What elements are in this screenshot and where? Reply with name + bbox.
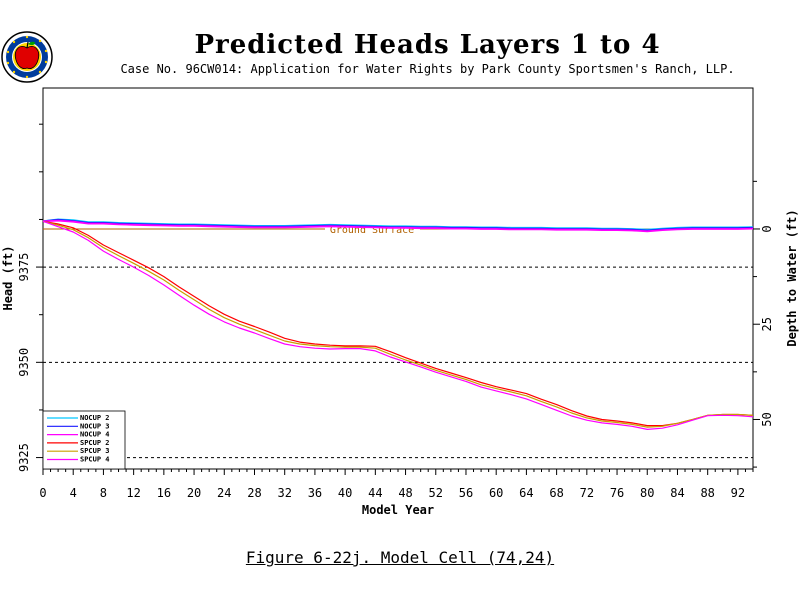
x-tick-label: 36 xyxy=(308,486,322,500)
y2-tick-label: 25 xyxy=(760,317,774,331)
y-tick-label: 9325 xyxy=(17,443,31,472)
x-tick-label: 44 xyxy=(368,486,382,500)
y2-tick-label: 0 xyxy=(760,225,774,232)
y-tick-label: 9350 xyxy=(17,348,31,377)
x-tick-label: 68 xyxy=(549,486,563,500)
legend-entry: NOCUP 3 xyxy=(80,422,110,430)
legend-entry: NOCUP 2 xyxy=(80,414,110,422)
x-tick-label: 76 xyxy=(610,486,624,500)
x-tick-label: 40 xyxy=(338,486,352,500)
legend-entry: SPCUP 2 xyxy=(80,439,110,447)
x-tick-label: 56 xyxy=(459,486,473,500)
x-tick-label: 24 xyxy=(217,486,231,500)
x-tick-label: 20 xyxy=(187,486,201,500)
x-axis-label: Model Year xyxy=(362,503,434,517)
y2-axis-label: Depth to Water (ft) xyxy=(785,209,799,346)
y-axis-label: Head (ft) xyxy=(1,245,15,310)
x-tick-label: 0 xyxy=(39,486,46,500)
legend-entry: NOCUP 4 xyxy=(80,431,110,439)
x-tick-label: 32 xyxy=(277,486,291,500)
x-tick-label: 12 xyxy=(126,486,140,500)
x-tick-label: 60 xyxy=(489,486,503,500)
y2-tick-label: 50 xyxy=(760,412,774,426)
chart-subtitle: Case No. 96CW014: Application for Water … xyxy=(120,62,735,76)
x-tick-label: 92 xyxy=(731,486,745,500)
y-tick-label: 9375 xyxy=(17,253,31,282)
legend-entry: SPCUP 3 xyxy=(80,447,110,455)
x-tick-label: 8 xyxy=(100,486,107,500)
x-tick-label: 88 xyxy=(700,486,714,500)
x-tick-label: 16 xyxy=(157,486,171,500)
figure-caption: Figure 6-22j. Model Cell (74,24) xyxy=(245,548,555,567)
ground-surface-label: Ground Surface xyxy=(330,225,414,236)
x-tick-label: 52 xyxy=(429,486,443,500)
x-tick-label: 80 xyxy=(640,486,654,500)
x-tick-label: 72 xyxy=(580,486,594,500)
x-tick-label: 28 xyxy=(247,486,261,500)
legend-entry: SPCUP 4 xyxy=(80,456,110,464)
series-line-spcup-3 xyxy=(42,220,754,428)
x-tick-label: 64 xyxy=(519,486,533,500)
x-tick-label: 4 xyxy=(70,486,77,500)
apple-logo-icon xyxy=(1,31,53,83)
x-tick-label: 48 xyxy=(398,486,412,500)
series-line-nocup-4 xyxy=(42,219,754,233)
ground-surface-label-bg xyxy=(325,222,420,234)
series-line-spcup-2 xyxy=(42,220,754,427)
x-tick-label: 84 xyxy=(670,486,684,500)
plot-frame xyxy=(42,87,754,470)
series-line-spcup-4 xyxy=(42,220,754,430)
chart-title: Predicted Heads Layers 1 to 4 xyxy=(194,30,661,60)
